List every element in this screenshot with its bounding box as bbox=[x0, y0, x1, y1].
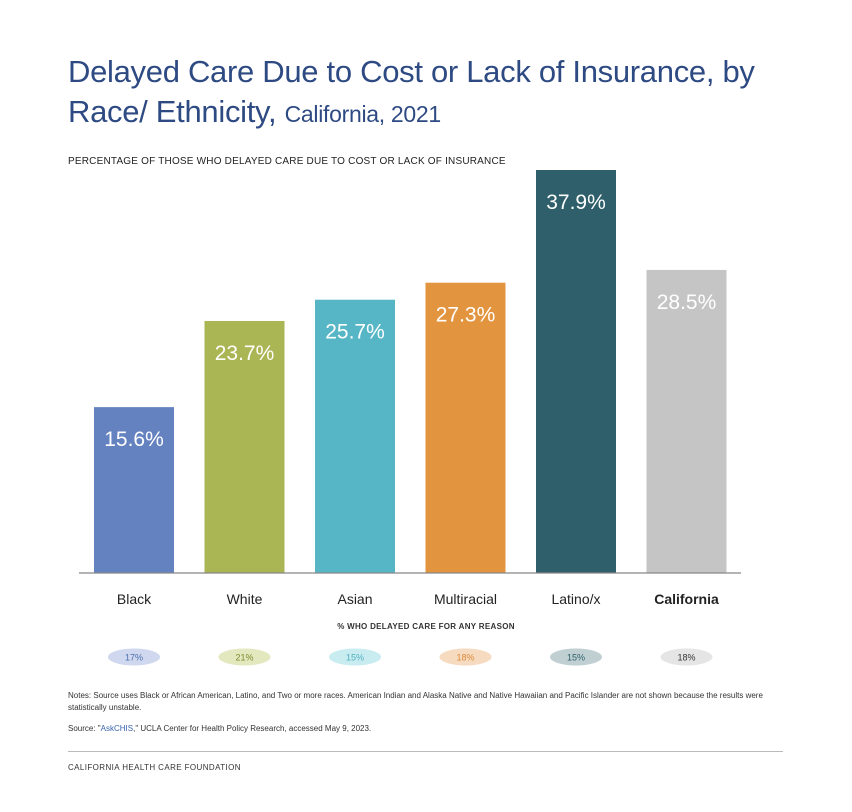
any-reason-pill-california bbox=[660, 648, 713, 666]
category-label-white: White bbox=[227, 591, 263, 607]
value-label-multiracial: 27.3% bbox=[436, 304, 496, 327]
any-reason-label-multiracial: 18% bbox=[456, 653, 474, 663]
category-label-multiracial: Multiracial bbox=[434, 591, 497, 607]
source-suffix: ," UCLA Center for Health Policy Researc… bbox=[133, 724, 372, 733]
category-label-black: Black bbox=[117, 591, 152, 607]
any-reason-title: % WHO DELAYED CARE FOR ANY REASON bbox=[337, 622, 515, 631]
any-reason-label-latino-x: 15% bbox=[567, 653, 585, 663]
bar-asian bbox=[315, 299, 395, 573]
any-reason-label-white: 21% bbox=[235, 653, 253, 663]
any-reason-label-asian: 15% bbox=[346, 653, 364, 663]
value-label-california: 28.5% bbox=[657, 291, 717, 314]
value-label-latino-x: 37.9% bbox=[546, 191, 606, 214]
any-reason-pill-black bbox=[108, 648, 160, 666]
notes-label: Notes: bbox=[68, 691, 92, 700]
chart-title: Delayed Care Due to Cost or Lack of Insu… bbox=[68, 52, 788, 134]
value-label-asian: 25.7% bbox=[325, 321, 385, 344]
chart-title-sub: California, 2021 bbox=[284, 101, 442, 127]
bar-white bbox=[204, 320, 285, 573]
any-reason-pill-asian bbox=[329, 648, 381, 666]
notes: Notes: Source uses Black or African Amer… bbox=[68, 690, 788, 714]
chart-title-main: Delayed Care Due to Cost or Lack of Insu… bbox=[68, 54, 755, 129]
category-label-california: California bbox=[654, 591, 719, 607]
chart-subtitle: PERCENTAGE OF THOSE WHO DELAYED CARE DUE… bbox=[68, 156, 506, 167]
value-label-white: 23.7% bbox=[215, 342, 275, 365]
notes-text: Source uses Black or African American, L… bbox=[68, 691, 763, 712]
value-label-black: 15.6% bbox=[104, 428, 164, 451]
bar-california bbox=[646, 269, 727, 573]
any-reason-pill-white bbox=[218, 648, 271, 666]
bar-multiracial bbox=[425, 282, 506, 573]
category-label-asian: Asian bbox=[337, 591, 372, 607]
footer-org: CALIFORNIA HEALTH CARE FOUNDATION bbox=[68, 763, 241, 772]
any-reason-label-california: 18% bbox=[677, 653, 695, 663]
any-reason-pill-multiracial bbox=[439, 648, 492, 666]
bar-latino-x bbox=[536, 170, 616, 573]
askchis-link[interactable]: AskCHIS bbox=[100, 724, 134, 733]
any-reason-pill-latino-x bbox=[550, 648, 602, 666]
source-prefix: Source: " bbox=[68, 724, 101, 733]
any-reason-label-black: 17% bbox=[125, 653, 143, 663]
category-label-latino-x: Latino/x bbox=[551, 591, 600, 607]
bar-chart: 15.6% Black 23.7% White 25.7% Asian 27.3% Multi… bbox=[79, 170, 741, 666]
source: Source: "AskCHIS," UCLA Center for Healt… bbox=[68, 724, 788, 733]
bar-black bbox=[94, 407, 174, 573]
footer-divider bbox=[68, 751, 783, 752]
